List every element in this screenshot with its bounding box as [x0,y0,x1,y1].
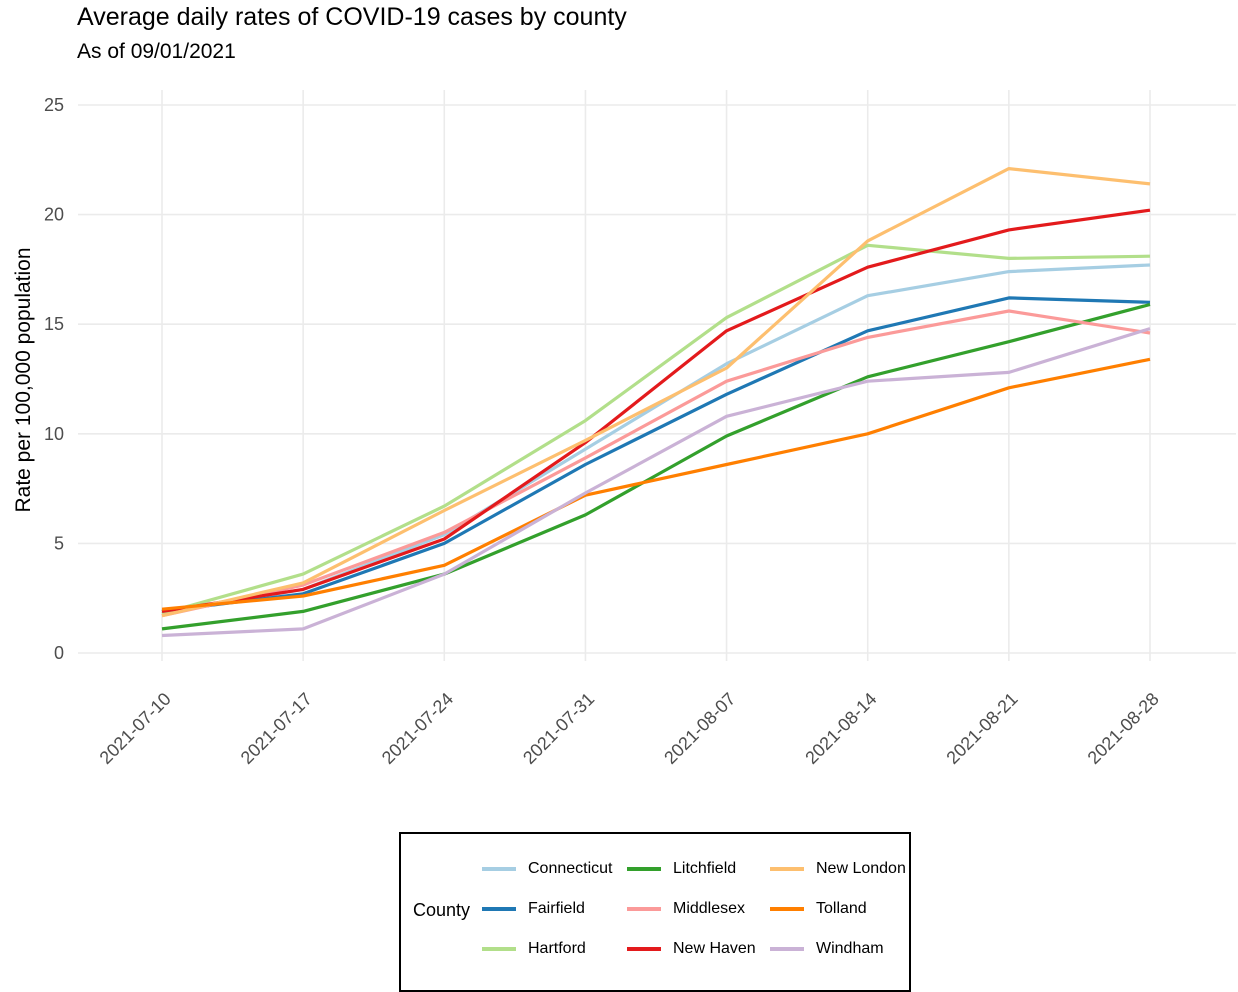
y-tick-label: 10 [44,424,64,444]
legend-item-middlesex: Middlesex [627,897,745,921]
legend-label: Fairfield [528,900,585,917]
x-tick-label: 2021-08-28 [1084,689,1163,768]
legend-key-new-haven [627,947,661,951]
legend: County Connecticut Fairfield Hartford Litch… [399,832,911,992]
legend-key-connecticut [482,867,516,871]
legend-key-new-london [770,867,804,871]
legend-item-new-london: New London [770,857,906,881]
series-line-new-haven [161,208,1151,613]
legend-label: Connecticut [528,860,613,877]
series-line-middlesex [161,309,1151,618]
x-tick-label: 2021-07-31 [519,689,598,768]
y-tick-label: 20 [44,205,64,225]
y-tick-label: 15 [44,314,64,334]
chart-title: Average daily rates of COVID-19 cases by… [77,3,627,31]
legend-item-litchfield: Litchfield [627,857,736,881]
series-line-windham [161,327,1151,638]
legend-item-fairfield: Fairfield [482,897,585,921]
series-line-tolland [161,357,1151,611]
series-layer [161,167,1151,638]
legend-item-tolland: Tolland [770,897,867,921]
legend-key-litchfield [627,867,661,871]
legend-key-fairfield [482,907,516,911]
legend-item-new-haven: New Haven [627,937,756,961]
x-tick-label: 2021-07-17 [237,689,316,768]
legend-item-connecticut: Connecticut [482,857,613,881]
x-tick-label: 2021-07-24 [378,689,457,768]
x-tick-label: 2021-08-21 [942,689,1021,768]
x-tick-label: 2021-08-07 [660,689,739,768]
y-tick-label: 5 [54,533,64,553]
legend-label: Tolland [816,900,867,917]
series-line-new-london [161,167,1151,618]
legend-item-windham: Windham [770,937,884,961]
legend-label: New London [816,860,906,877]
legend-label: Litchfield [673,860,737,877]
y-tick-label: 0 [54,643,64,663]
y-axis-ticks: 0 5 10 15 20 25 [44,95,64,663]
legend-key-hartford [482,947,516,951]
legend-label: New Haven [673,940,756,957]
series-line-connecticut [161,263,1151,616]
legend-key-windham [770,947,804,951]
chart-subtitle: As of 09/01/2021 [77,40,236,63]
line-chart: 0 5 10 15 20 25 2021-07-10 2021-07-17 2021-07-2… [12,90,1236,768]
x-tick-label: 2021-08-14 [801,689,880,768]
x-axis-ticks: 2021-07-10 2021-07-17 2021-07-24 2021-07-31… [96,689,1163,768]
legend-title: County [413,900,471,920]
y-axis-label: Rate per 100,000 population [12,247,35,512]
series-line-litchfield [161,302,1151,631]
y-tick-label: 25 [44,95,64,115]
legend-label: Hartford [528,940,586,957]
legend-key-middlesex [627,907,661,911]
legend-key-tolland [770,907,804,911]
legend-label: Middlesex [673,900,746,917]
x-tick-label: 2021-07-10 [96,689,175,768]
legend-label: Windham [816,940,884,957]
series-line-hartford [161,243,1151,616]
series-line-fairfield [161,296,1151,613]
legend-item-hartford: Hartford [482,937,586,961]
